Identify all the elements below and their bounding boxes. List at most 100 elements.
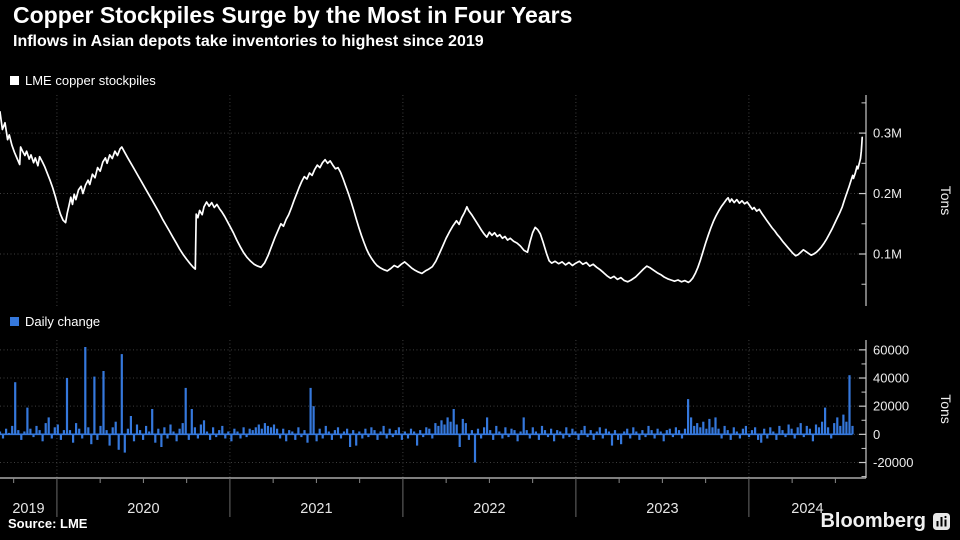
daily-change-bar	[315, 434, 318, 442]
daily-change-bar	[513, 430, 516, 435]
y-axis-title: Tons	[938, 186, 954, 216]
daily-change-bar	[260, 428, 263, 435]
daily-change-bar	[723, 425, 726, 435]
daily-change-bar	[778, 425, 781, 435]
daily-change-bar	[333, 430, 336, 435]
daily-change-bar	[744, 425, 747, 435]
daily-change-bar	[824, 407, 827, 435]
daily-change-bar	[163, 427, 166, 435]
daily-change-bar	[747, 434, 751, 438]
daily-change-bar	[233, 428, 236, 435]
daily-change-bar	[690, 417, 693, 435]
daily-change-bar	[644, 434, 647, 438]
daily-change-bar	[215, 434, 218, 438]
y-tick-label: -20000	[873, 455, 913, 470]
daily-change-bar	[105, 430, 108, 435]
daily-change-bar	[750, 430, 754, 435]
daily-change-bar	[495, 425, 498, 435]
daily-change-bar	[656, 428, 659, 435]
daily-change-bar	[367, 434, 370, 438]
daily-change-bar	[62, 430, 65, 435]
daily-change-bar	[470, 430, 473, 435]
daily-change-bar	[580, 430, 583, 435]
daily-change-bar	[199, 424, 202, 435]
daily-change-bar	[833, 423, 836, 435]
daily-change-bar	[717, 428, 720, 435]
daily-change-bar	[72, 434, 75, 443]
daily-change-bar	[483, 427, 486, 435]
daily-change-bar	[437, 425, 440, 435]
daily-change-bar	[117, 434, 120, 450]
daily-change-bar	[23, 431, 26, 435]
daily-change-bar	[814, 424, 818, 435]
daily-change-bar	[720, 434, 723, 439]
daily-change-bar	[32, 434, 35, 438]
daily-change-bar	[263, 423, 266, 435]
daily-change-bar	[476, 428, 480, 435]
daily-change-bar	[601, 434, 604, 439]
daily-change-bar	[102, 371, 105, 435]
daily-change-bar	[400, 434, 403, 440]
x-year-label: 2020	[127, 501, 159, 517]
daily-change-bar	[559, 431, 562, 435]
daily-change-bar	[47, 417, 50, 435]
daily-change-bar	[300, 434, 303, 438]
daily-change-bar	[288, 430, 291, 435]
daily-change-bar	[172, 431, 175, 435]
daily-change-bar	[781, 430, 784, 435]
daily-change-bar	[306, 434, 309, 443]
daily-change-bar	[416, 434, 419, 446]
daily-change-bar	[20, 434, 23, 440]
legend-daily-change-label: Daily change	[25, 314, 101, 329]
daily-change-bar	[87, 427, 90, 435]
daily-change-bar	[391, 434, 394, 438]
daily-change-bar	[842, 414, 845, 435]
legend-stockpiles-label: LME copper stockpiles	[25, 73, 156, 88]
daily-change-bar	[592, 434, 595, 440]
daily-change-bar	[711, 427, 714, 435]
daily-change-bar	[550, 428, 553, 435]
daily-change-bar	[647, 425, 650, 435]
daily-change-bar	[830, 434, 833, 439]
daily-change-bar	[677, 430, 681, 435]
daily-change-bar	[699, 427, 702, 435]
daily-change-bar	[653, 434, 656, 439]
daily-change-bar	[409, 428, 413, 435]
daily-change-bar	[687, 399, 690, 435]
y-axis-title: Tons	[938, 394, 954, 424]
daily-change-bar	[525, 430, 528, 435]
y-tick-label: 40000	[873, 371, 909, 386]
daily-change-bar	[607, 431, 610, 435]
daily-change-bar	[729, 434, 732, 440]
daily-change-bar	[808, 428, 811, 435]
daily-change-bar	[65, 378, 69, 435]
daily-change-bar	[257, 424, 260, 435]
daily-change-bar	[297, 427, 300, 435]
daily-change-bar	[227, 431, 230, 435]
daily-change-bar	[519, 431, 522, 435]
daily-change-bar	[793, 434, 796, 439]
daily-change-bar	[556, 430, 559, 435]
daily-change-bar	[294, 434, 297, 440]
daily-change-bar	[50, 434, 53, 439]
daily-change-bar	[629, 434, 632, 439]
daily-change-bar	[218, 430, 221, 435]
x-year-label: 2019	[12, 501, 44, 517]
x-year-label: 2022	[473, 501, 505, 517]
daily-change-bar	[236, 431, 239, 435]
daily-change-bar	[805, 425, 808, 435]
daily-change-bar	[321, 434, 324, 439]
daily-change-bar	[836, 417, 839, 435]
daily-change-bar	[760, 434, 763, 443]
daily-change-bar	[108, 434, 111, 446]
daily-change-bar	[38, 430, 41, 435]
daily-change-bar	[516, 434, 519, 442]
daily-change-bar	[269, 427, 273, 435]
daily-change-bar	[324, 425, 327, 435]
daily-change-bar	[440, 420, 443, 435]
daily-change-bar	[443, 424, 446, 435]
x-year-label: 2024	[791, 501, 823, 517]
daily-change-bar	[282, 428, 285, 435]
daily-change-bar	[531, 427, 534, 435]
